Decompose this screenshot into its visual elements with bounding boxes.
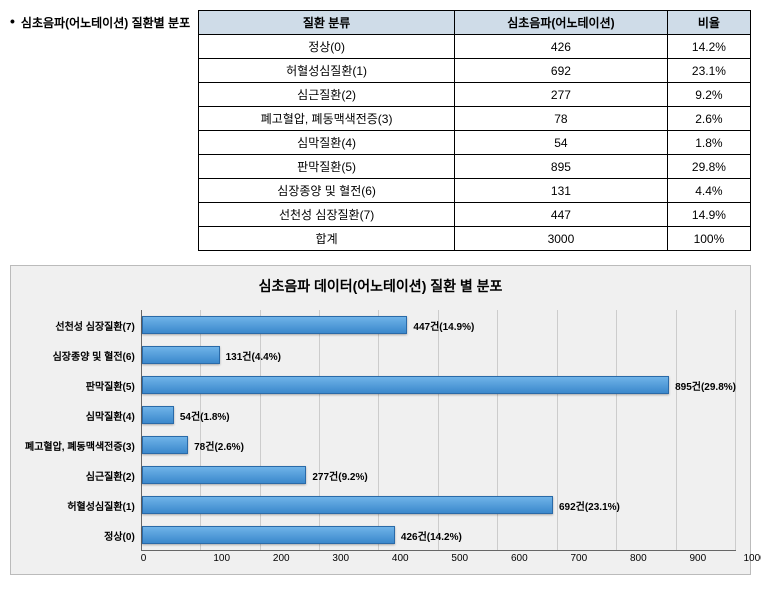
bar-value-label: 692건(23.1%) [559, 498, 620, 513]
table-cell: 폐고혈압, 폐동맥색전증(3) [199, 107, 455, 131]
table-cell: 426 [455, 35, 668, 59]
bar-value-label: 447건(14.9%) [413, 318, 474, 333]
x-axis: 폐고혈압, 폐동맥색전증(3) 0 1002003004005006007008… [25, 553, 736, 568]
chart-title: 심초음파 데이터(어노테이션) 질환 별 분포 [25, 276, 736, 296]
x-tick: 300 [290, 553, 350, 564]
chart-body: 선천성 심장질환(7)심장종양 및 혈전(6)판막질환(5)심막질환(4)폐고혈… [25, 310, 736, 551]
table-cell: 14.2% [667, 35, 750, 59]
bar-row: 54건(1.8%) [142, 400, 736, 430]
bar-value-label: 895건(29.8%) [675, 378, 736, 393]
x-tick: 500 [409, 553, 469, 564]
x-tick: 200 [230, 553, 290, 564]
bar [142, 496, 553, 514]
table-row: 폐고혈압, 폐동맥색전증(3)782.6% [199, 107, 751, 131]
bar [142, 526, 395, 544]
x-tick: 800 [587, 553, 647, 564]
table-cell: 심장종양 및 혈전(6) [199, 179, 455, 203]
table-cell: 277 [455, 83, 668, 107]
table-cell: 54 [455, 131, 668, 155]
table-cell: 허혈성심질환(1) [199, 59, 455, 83]
y-axis-labels: 선천성 심장질환(7)심장종양 및 혈전(6)판막질환(5)심막질환(4)폐고혈… [25, 310, 141, 551]
table-cell: 9.2% [667, 83, 750, 107]
bar-row: 277건(9.2%) [142, 460, 736, 490]
table-row: 합계3000100% [199, 227, 751, 251]
x-tick: 600 [468, 553, 528, 564]
bullet-icon: • [10, 14, 15, 28]
table-cell: 합계 [199, 227, 455, 251]
table-cell: 1.8% [667, 131, 750, 155]
bar [142, 436, 188, 454]
bars-group: 447건(14.9%) 131건(4.4%) 895건(29.8%) 54건(1.8%… [142, 310, 736, 550]
table-row: 심막질환(4)541.8% [199, 131, 751, 155]
table-cell: 29.8% [667, 155, 750, 179]
x-axis-spacer: 폐고혈압, 폐동맥색전증(3) [25, 553, 141, 568]
bar-value-label: 54건(1.8%) [180, 408, 230, 423]
col-header-count: 심초음파(어노테이션) [455, 11, 668, 35]
col-header-category: 질환 분류 [199, 11, 455, 35]
bar-row: 78건(2.6%) [142, 430, 736, 460]
data-table-wrap: 질환 분류 심초음파(어노테이션) 비율 정상(0)42614.2%허혈성심질환… [198, 10, 751, 251]
table-cell: 4.4% [667, 179, 750, 203]
table-cell: 판막질환(5) [199, 155, 455, 179]
table-cell: 895 [455, 155, 668, 179]
table-cell: 2.6% [667, 107, 750, 131]
bar-row: 895건(29.8%) [142, 370, 736, 400]
table-row: 심근질환(2)2779.2% [199, 83, 751, 107]
bar-value-label: 78건(2.6%) [194, 438, 244, 453]
x-tick: 900 [647, 553, 707, 564]
section-title: • 심초음파(어노테이션) 질환별 분포 [10, 14, 190, 31]
y-axis-label: 정상(0) [25, 521, 135, 551]
table-row: 심장종양 및 혈전(6)1314.4% [199, 179, 751, 203]
bar [142, 406, 174, 424]
bar-value-label: 131건(4.4%) [226, 348, 281, 363]
x-tick: 1000 [706, 553, 761, 564]
y-axis-label: 심막질환(4) [25, 400, 135, 430]
col-header-ratio: 비율 [667, 11, 750, 35]
table-header-row: 질환 분류 심초음파(어노테이션) 비율 [199, 11, 751, 35]
table-row: 허혈성심질환(1)69223.1% [199, 59, 751, 83]
top-section: • 심초음파(어노테이션) 질환별 분포 질환 분류 심초음파(어노테이션) 비… [10, 10, 751, 251]
y-axis-label: 폐고혈압, 폐동맥색전증(3) [25, 431, 135, 461]
y-axis-label: 선천성 심장질환(7) [25, 310, 135, 340]
table-cell: 131 [455, 179, 668, 203]
bar-row: 131건(4.4%) [142, 340, 736, 370]
bar-row: 692건(23.1%) [142, 490, 736, 520]
chart-container: 심초음파 데이터(어노테이션) 질환 별 분포 선천성 심장질환(7)심장종양 … [10, 265, 751, 575]
bar-row: 447건(14.9%) [142, 310, 736, 340]
table-row: 판막질환(5)89529.8% [199, 155, 751, 179]
bar-value-label: 277건(9.2%) [312, 468, 367, 483]
x-tick: 700 [528, 553, 588, 564]
table-cell: 14.9% [667, 203, 750, 227]
title-text: 심초음파(어노테이션) 질환별 분포 [21, 14, 190, 31]
table-cell: 692 [455, 59, 668, 83]
table-cell: 23.1% [667, 59, 750, 83]
table-cell: 심막질환(4) [199, 131, 455, 155]
data-table: 질환 분류 심초음파(어노테이션) 비율 정상(0)42614.2%허혈성심질환… [198, 10, 751, 251]
table-cell: 100% [667, 227, 750, 251]
y-axis-label: 허혈성심질환(1) [25, 491, 135, 521]
table-row: 정상(0)42614.2% [199, 35, 751, 59]
table-cell: 447 [455, 203, 668, 227]
table-cell: 정상(0) [199, 35, 455, 59]
y-axis-label: 판막질환(5) [25, 370, 135, 400]
x-tick: 100 [171, 553, 231, 564]
bar [142, 346, 220, 364]
plot-area: 447건(14.9%) 131건(4.4%) 895건(29.8%) 54건(1.8%… [141, 310, 736, 551]
x-tick: 400 [349, 553, 409, 564]
x-tick-labels: 1002003004005006007008009001000 [141, 553, 736, 564]
bar [142, 316, 408, 334]
bar-row: 426건(14.2%) [142, 520, 736, 550]
table-cell: 선천성 심장질환(7) [199, 203, 455, 227]
table-cell: 78 [455, 107, 668, 131]
bar-value-label: 426건(14.2%) [401, 528, 462, 543]
y-axis-label: 심근질환(2) [25, 461, 135, 491]
y-axis-label: 심장종양 및 혈전(6) [25, 340, 135, 370]
table-cell: 심근질환(2) [199, 83, 455, 107]
table-row: 선천성 심장질환(7)44714.9% [199, 203, 751, 227]
bar [142, 376, 669, 394]
table-cell: 3000 [455, 227, 668, 251]
bar [142, 466, 307, 484]
